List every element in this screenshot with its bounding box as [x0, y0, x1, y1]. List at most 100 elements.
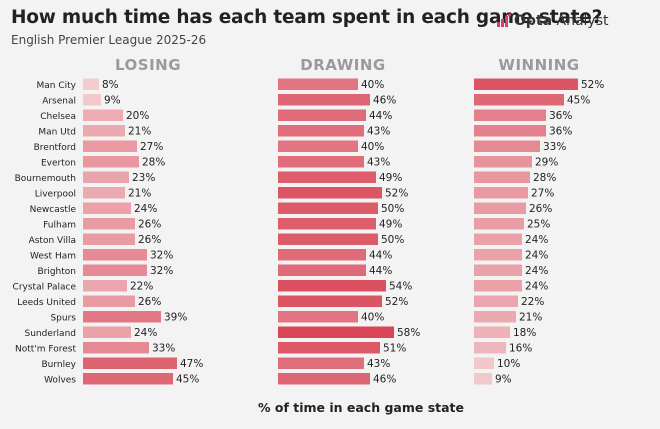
team-label-chelsea: Chelsea	[40, 112, 76, 122]
value-label-drawing-brighton: 44%	[369, 265, 392, 277]
value-label-winning-liverpool: 27%	[531, 187, 554, 199]
value-label-winning-everton: 29%	[535, 156, 558, 168]
bar-drawing-brighton	[278, 264, 366, 276]
value-label-drawing-sunderland: 58%	[397, 327, 420, 339]
value-label-losing-spurs: 39%	[164, 311, 187, 323]
team-label-everton: Everton	[41, 158, 76, 168]
value-label-losing-chelsea: 20%	[126, 110, 149, 122]
bar-losing-sunderland	[83, 326, 131, 338]
value-label-losing-fulham: 26%	[138, 218, 161, 230]
value-label-winning-bournemouth: 28%	[533, 172, 556, 184]
bar-winning-west-ham	[474, 249, 522, 261]
value-label-drawing-spurs: 40%	[361, 311, 384, 323]
value-label-losing-west-ham: 32%	[150, 249, 173, 261]
team-label-bournemouth: Bournemouth	[15, 174, 76, 184]
value-label-winning-sunderland: 18%	[513, 327, 536, 339]
brand-bold: Opta	[514, 13, 553, 29]
bar-losing-fulham	[83, 218, 135, 230]
bar-drawing-spurs	[278, 311, 358, 323]
bar-winning-nott-m-forest	[474, 342, 506, 354]
value-label-drawing-aston-villa: 50%	[381, 234, 404, 246]
bar-drawing-sunderland	[278, 326, 394, 338]
bar-losing-burnley	[83, 357, 177, 369]
opta-analyst-logo: Opta Analyst	[514, 13, 609, 29]
value-label-losing-arsenal: 9%	[104, 94, 121, 106]
bar-losing-bournemouth	[83, 171, 129, 183]
value-label-drawing-burnley: 43%	[367, 358, 390, 370]
bar-drawing-crystal-palace	[278, 280, 386, 292]
bar-winning-leeds-united	[474, 295, 518, 307]
bar-drawing-arsenal	[278, 94, 370, 106]
value-label-losing-aston-villa: 26%	[138, 234, 161, 246]
value-label-winning-wolves: 9%	[495, 373, 512, 385]
value-label-winning-man-utd: 36%	[549, 125, 572, 137]
bar-winning-newcastle	[474, 202, 526, 214]
value-label-losing-brentford: 27%	[140, 141, 163, 153]
value-label-losing-man-utd: 21%	[128, 125, 151, 137]
bar-drawing-aston-villa	[278, 233, 378, 245]
bar-losing-liverpool	[83, 187, 125, 199]
value-label-losing-everton: 28%	[142, 156, 165, 168]
bar-losing-everton	[83, 156, 139, 168]
value-label-winning-man-city: 52%	[581, 79, 604, 91]
value-label-winning-west-ham: 24%	[525, 249, 548, 261]
value-label-drawing-man-city: 40%	[361, 79, 384, 91]
team-label-burnley: Burnley	[42, 360, 77, 370]
bar-drawing-man-utd	[278, 125, 364, 137]
bar-drawing-brentford	[278, 140, 358, 152]
value-label-winning-burnley: 10%	[497, 358, 520, 370]
bar-drawing-everton	[278, 156, 364, 168]
team-label-liverpool: Liverpool	[35, 189, 76, 199]
value-label-losing-crystal-palace: 22%	[130, 280, 153, 292]
team-label-arsenal: Arsenal	[42, 96, 76, 106]
bar-losing-chelsea	[83, 109, 123, 121]
bar-drawing-nott-m-forest	[278, 342, 380, 354]
team-label-spurs: Spurs	[50, 313, 76, 323]
value-label-winning-newcastle: 26%	[529, 203, 552, 215]
value-label-drawing-everton: 43%	[367, 156, 390, 168]
team-label-nott-m-forest: Nott'm Forest	[15, 344, 76, 354]
value-label-drawing-liverpool: 52%	[385, 187, 408, 199]
x-axis-label: % of time in each game state	[258, 400, 464, 415]
value-label-drawing-wolves: 46%	[373, 373, 396, 385]
team-label-man-city: Man City	[37, 81, 77, 91]
team-label-man-utd: Man Utd	[38, 127, 76, 137]
bar-winning-man-city	[474, 78, 578, 90]
panel-header-losing: LOSING	[115, 56, 181, 74]
team-label-fulham: Fulham	[43, 220, 76, 230]
bar-drawing-man-city	[278, 78, 358, 90]
bar-winning-sunderland	[474, 326, 510, 338]
bar-losing-brighton	[83, 264, 147, 276]
value-label-winning-spurs: 21%	[519, 311, 542, 323]
bar-winning-aston-villa	[474, 233, 522, 245]
value-label-losing-sunderland: 24%	[134, 327, 157, 339]
team-label-brentford: Brentford	[34, 143, 76, 153]
value-label-winning-nott-m-forest: 16%	[509, 342, 532, 354]
bar-drawing-bournemouth	[278, 171, 376, 183]
value-label-drawing-crystal-palace: 54%	[389, 280, 412, 292]
bar-winning-crystal-palace	[474, 280, 522, 292]
value-label-winning-arsenal: 45%	[567, 94, 590, 106]
value-label-drawing-nott-m-forest: 51%	[383, 342, 406, 354]
value-label-losing-liverpool: 21%	[128, 187, 151, 199]
bar-drawing-chelsea	[278, 109, 366, 121]
bar-losing-nott-m-forest	[83, 342, 149, 354]
value-label-winning-fulham: 25%	[527, 218, 550, 230]
value-label-losing-brighton: 32%	[150, 265, 173, 277]
value-label-winning-leeds-united: 22%	[521, 296, 544, 308]
team-label-aston-villa: Aston Villa	[29, 236, 76, 246]
team-label-wolves: Wolves	[44, 375, 76, 385]
value-label-losing-man-city: 8%	[102, 79, 119, 91]
bar-losing-arsenal	[83, 94, 101, 106]
value-label-losing-newcastle: 24%	[134, 203, 157, 215]
bar-losing-aston-villa	[83, 233, 135, 245]
value-label-drawing-man-utd: 43%	[367, 125, 390, 137]
bar-losing-newcastle	[83, 202, 131, 214]
value-label-losing-leeds-united: 26%	[138, 296, 161, 308]
team-label-newcastle: Newcastle	[30, 205, 77, 215]
value-label-winning-brighton: 24%	[525, 265, 548, 277]
bar-drawing-newcastle	[278, 202, 378, 214]
bar-drawing-wolves	[278, 373, 370, 385]
bar-winning-bournemouth	[474, 171, 530, 183]
